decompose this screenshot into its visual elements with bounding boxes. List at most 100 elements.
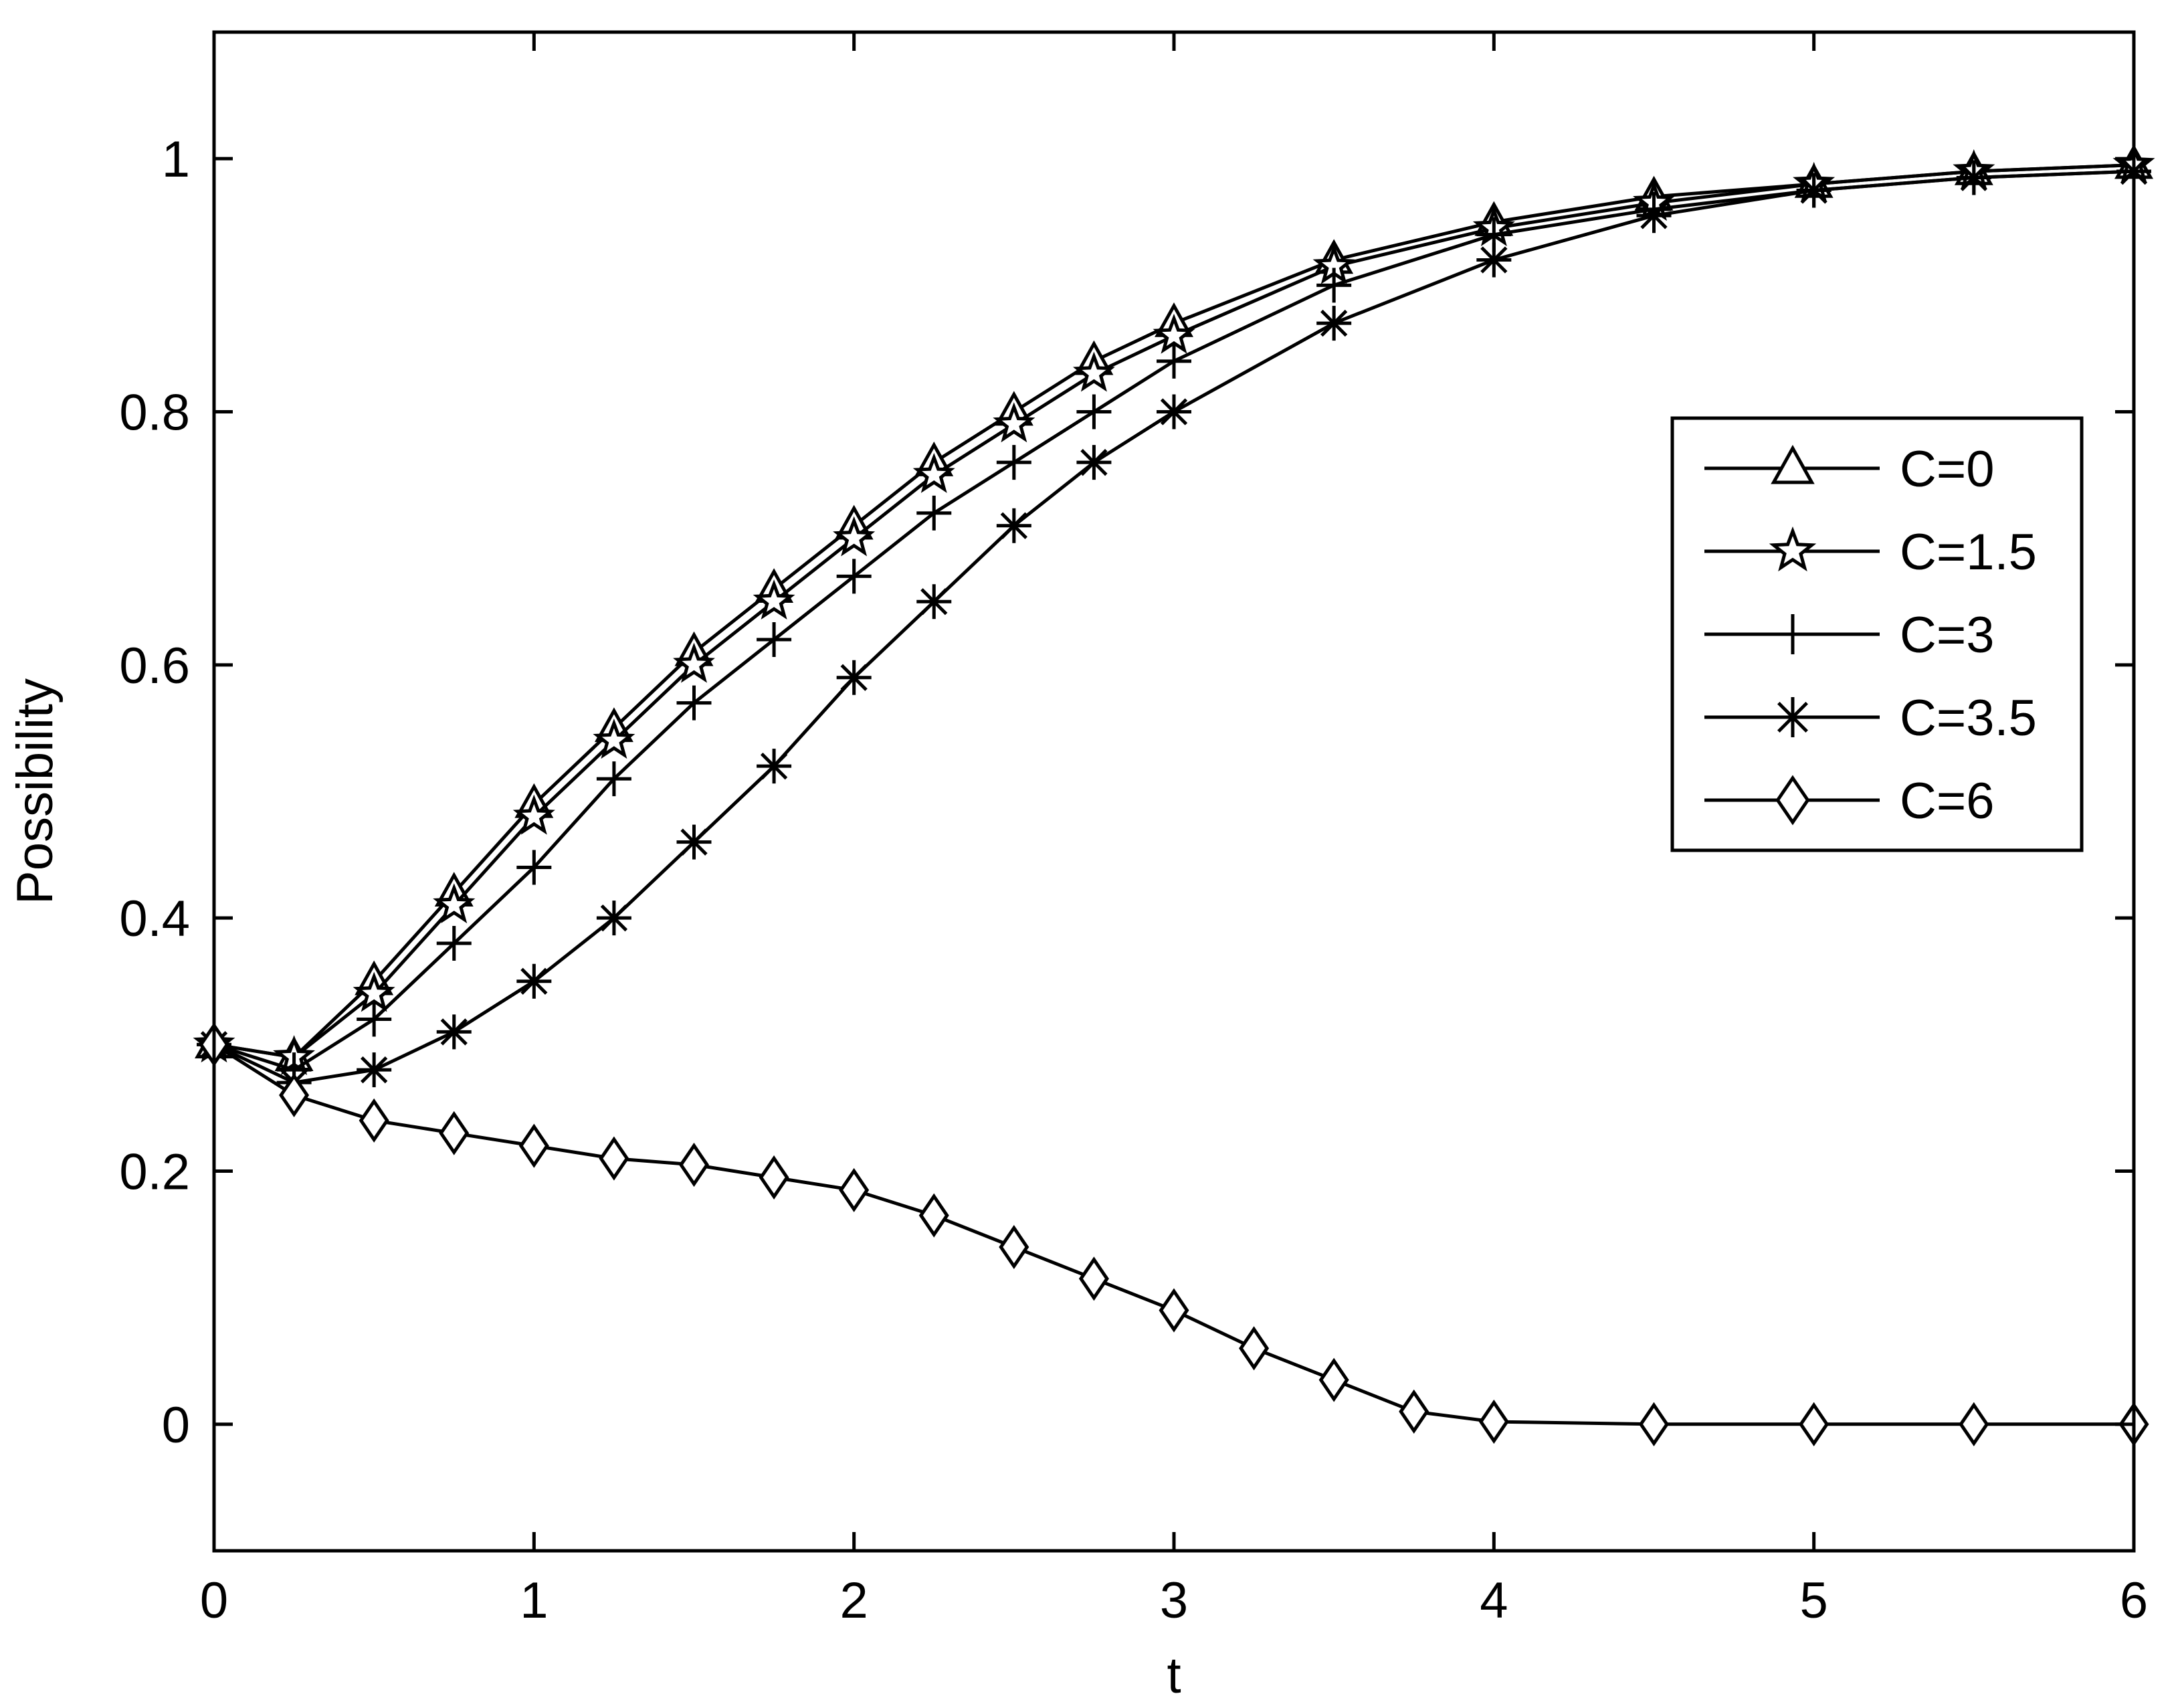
triangle-marker [1771,444,1815,484]
diamond-marker [1638,1402,1670,1446]
data-point [433,883,476,924]
data-point [912,453,955,493]
x-tick-label: 1 [520,1572,548,1629]
asterisk-marker-arm [361,1056,388,1084]
legend: C=0 C=1.5 C=3 C=3.5 C=6 [1670,416,2084,852]
data-point [676,824,712,860]
star-marker [512,794,555,835]
y-tick-label: 0.8 [119,385,190,442]
data-point [1476,242,1512,278]
asterisk-marker-arm [1800,177,1827,204]
data-point [596,900,631,936]
y-tick-label: 0.2 [119,1144,190,1201]
star-marker [353,971,395,1012]
y-tick-label: 0.6 [119,638,190,694]
x-axis-title: t [1167,1647,1181,1704]
legend-entry-2: C=1.5 [1704,524,2037,581]
diamond-marker [279,1072,310,1118]
data-point [1076,445,1112,480]
star-marker [593,719,635,759]
data-point [916,495,952,531]
data-point [996,445,1031,480]
asterisk-marker-arm [920,588,948,615]
x-tick-label: 2 [840,1572,868,1629]
data-point [1157,394,1191,430]
y-tick-label: 1 [162,131,190,188]
star-marker [1769,526,1817,572]
data-point [596,761,631,797]
x-tick-label: 3 [1160,1572,1188,1629]
data-point [359,1098,389,1143]
diamond-marker [999,1224,1029,1270]
data-point [759,1155,789,1200]
legend-entry-1: C=0 [1704,441,1995,498]
data-point [1159,1288,1189,1333]
data-point [673,642,715,683]
data-point [1956,160,1991,195]
data-point [678,1143,710,1188]
data-point [1318,1357,1349,1402]
series-layer [193,143,2155,1446]
data-point [1316,306,1352,341]
asterisk-marker-arm [1480,246,1508,274]
data-point [993,402,1035,443]
data-point [1153,313,1195,354]
y-tick-label: 0 [162,1397,190,1454]
axes-layer: 0 1 2 3 4 5 6 0 0.2 0.4 0.6 0.8 1 [119,30,2148,1629]
data-point [916,584,952,620]
data-point [996,508,1031,543]
diamond-marker [1239,1326,1270,1371]
star-marker [993,402,1035,443]
legend-entry-4: C=3.5 [1704,690,2037,747]
x-tick-label: 5 [1800,1572,1828,1629]
diamond-marker [678,1143,710,1188]
data-point [999,1224,1029,1270]
data-point [836,660,872,695]
star-marker [1072,351,1115,392]
star-marker [753,579,795,620]
star-marker [433,883,476,924]
data-point [1636,198,1672,233]
diamond-marker [1318,1357,1349,1402]
data-point [593,719,635,759]
legend-entry-3: C=3 [1704,607,1995,664]
diamond-marker [359,1098,389,1143]
data-point [1799,1402,1829,1446]
asterisk-marker-arm [600,905,628,932]
data-point [1796,173,1832,208]
data-point [357,1002,392,1037]
data-point [1316,268,1352,303]
asterisk-marker-arm [1640,202,1668,229]
asterisk-marker-arm [1960,164,1987,191]
asterisk-marker-arm [440,1018,468,1046]
legend-label: C=0 [1900,441,1995,498]
asterisk-marker-arm [1160,398,1188,425]
asterisk-marker-arm [1000,512,1027,539]
data-point [1478,1400,1509,1444]
data-point [676,685,712,721]
diamond-marker [1159,1288,1189,1333]
star-marker [673,642,715,683]
data-point [1959,1402,1989,1446]
data-point [1076,394,1112,430]
data-point [1638,1402,1670,1446]
data-point [836,559,872,594]
diamond-marker [1478,1400,1509,1444]
legend-entry-5: C=6 [1704,773,1995,830]
legend-label: C=3.5 [1900,690,2037,747]
data-point [512,794,555,835]
data-point [436,1014,472,1050]
data-point [757,749,792,784]
diamond-marker [918,1193,949,1238]
star-marker [833,516,876,557]
asterisk-marker-arm [1777,702,1808,733]
data-point [918,1193,949,1238]
data-point [1072,351,1115,392]
series-5 [199,1022,2149,1446]
data-point [436,926,472,961]
diamond-marker [599,1136,629,1181]
x-tick-label: 6 [2120,1572,2148,1629]
data-point [439,1111,470,1155]
diamond-marker [439,1111,470,1155]
legend-label: C=3 [1900,607,1995,664]
